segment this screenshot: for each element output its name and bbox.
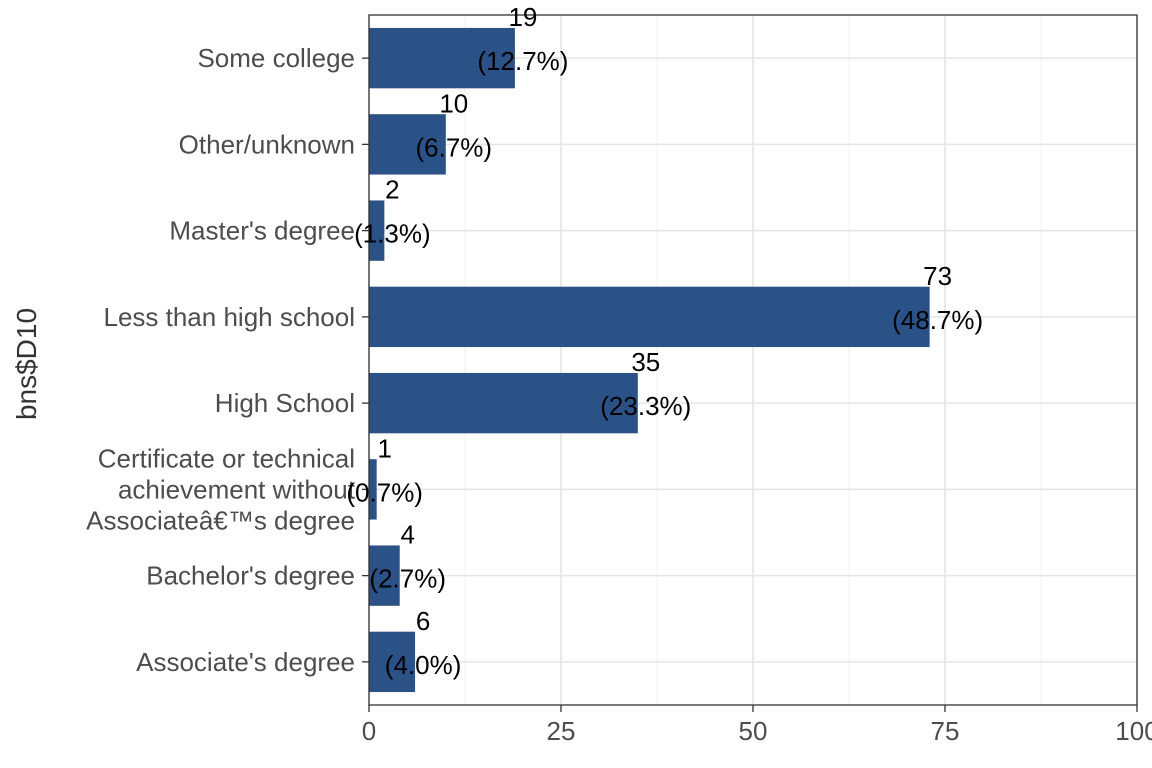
data-labels: 6 (4.0%) 4 (2.7%) 1 (0.7%) 35 (23.3%) 73 (48.7%) 2… (346, 2, 983, 680)
x-tick-label: 0 (362, 716, 376, 746)
y-tick-label: Some college (197, 43, 355, 73)
y-tick-label-line: Associateâ€™s degree (86, 505, 355, 535)
x-tick-label: 75 (931, 716, 960, 746)
data-label-percent: (2.7%) (369, 564, 446, 594)
data-label-count: 10 (439, 88, 468, 118)
data-label-count: 4 (400, 520, 414, 550)
data-label-percent: (48.7%) (892, 305, 983, 335)
y-tick-label: Bachelor's degree (146, 561, 355, 591)
y-tick-label: Master's degree (169, 216, 355, 246)
bar (369, 200, 385, 261)
axis-ticks (362, 57, 1138, 712)
y-tick-label: Less than high school (103, 302, 355, 332)
data-label-percent: (4.0%) (385, 650, 462, 680)
bar (369, 114, 446, 175)
data-label-percent: (0.7%) (346, 477, 423, 507)
y-tick-label: Other/unknown (179, 129, 355, 159)
y-tick-label-line: Certificate or technical (98, 443, 355, 473)
bar (369, 286, 930, 348)
x-axis-tick-labels: 0 25 50 75 100 (362, 716, 1152, 746)
bar (369, 545, 400, 606)
y-tick-label: Associate's degree (136, 647, 355, 677)
bar (369, 372, 638, 434)
data-label-count: 19 (508, 2, 537, 32)
y-tick-label-line: Bachelor's degree (146, 561, 355, 591)
y-axis-title: bns$D10 (11, 308, 42, 420)
data-label-count: 35 (631, 347, 660, 377)
x-tick-label: 100 (1115, 716, 1152, 746)
y-tick-label-line: High School (215, 388, 355, 418)
x-tick-label: 50 (739, 716, 768, 746)
y-tick-label-line: Other/unknown (179, 129, 355, 159)
y-tick-label-line: achievement without (118, 474, 356, 504)
grid-lines (368, 15, 1138, 705)
y-tick-label: Certificate or technical achievement with… (86, 443, 356, 535)
data-label-percent: (6.7%) (416, 132, 493, 162)
data-label-count: 2 (385, 175, 399, 205)
y-tick-label-line: Some college (197, 43, 355, 73)
y-tick-label: High School (215, 388, 355, 418)
y-tick-label-line: Less than high school (103, 302, 355, 332)
bars (369, 27, 930, 693)
y-axis-tick-labels: Associate's degree Bachelor's degree Certi… (86, 43, 356, 677)
data-label-percent: (12.7%) (477, 46, 568, 76)
data-label-count: 73 (923, 261, 952, 291)
bar (369, 631, 416, 693)
x-tick-label: 25 (547, 716, 576, 746)
data-label-percent: (1.3%) (354, 219, 431, 249)
y-tick-label-line: Associate's degree (136, 647, 355, 677)
data-label-count: 1 (377, 433, 391, 463)
y-tick-label-line: Master's degree (169, 216, 355, 246)
data-label-percent: (23.3%) (600, 391, 691, 421)
data-label-count: 6 (416, 606, 430, 636)
bar (369, 459, 377, 520)
bar (369, 27, 515, 89)
